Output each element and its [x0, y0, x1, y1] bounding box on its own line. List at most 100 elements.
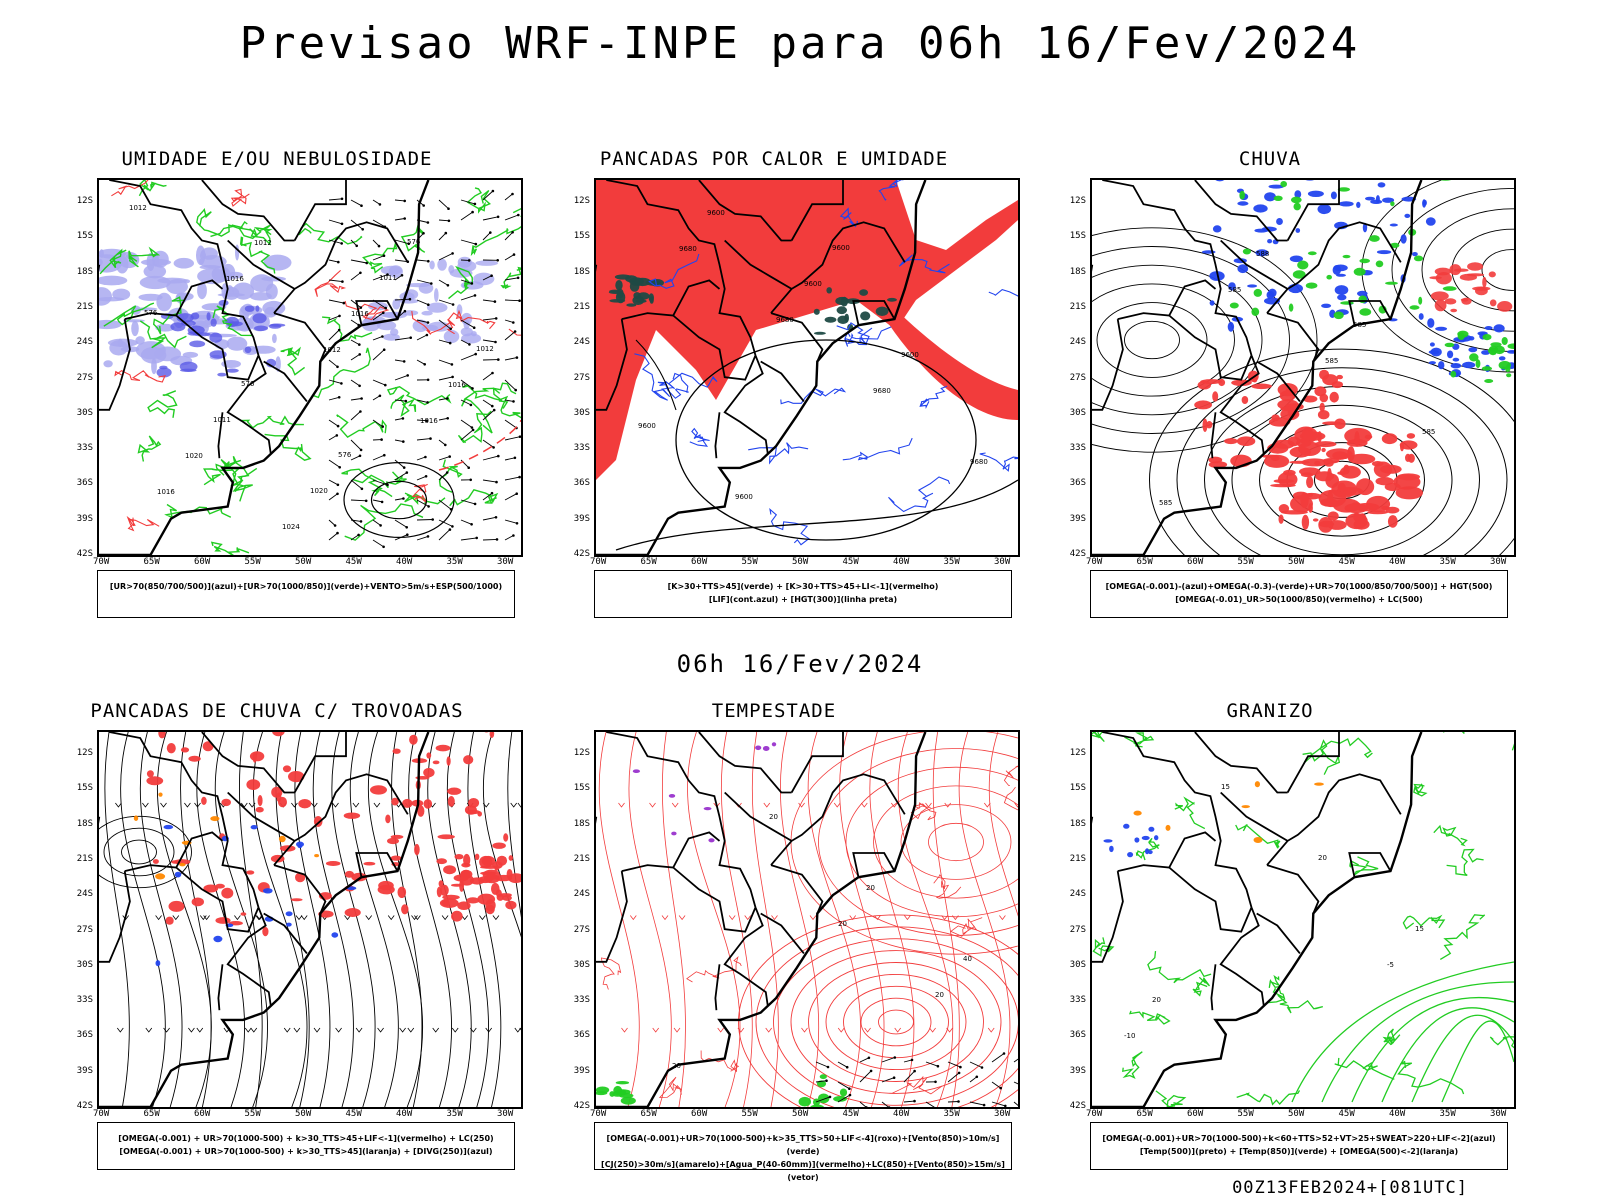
- contour-label: 9680: [679, 245, 697, 253]
- lon-tick-label: 30W: [497, 1109, 514, 1119]
- map-canvas-trovoadas: [99, 732, 521, 1107]
- legend-line: [UR>70(850/700/500)](azul)+[UR>70(1000/8…: [109, 582, 503, 591]
- lat-tick-label: 12S: [76, 748, 93, 758]
- lat-tick-label: 18S: [573, 818, 590, 829]
- geo-borders: [596, 180, 927, 555]
- contour-label: 20: [935, 991, 944, 999]
- map-panel-granizo: -5 -10 15 20 15 20: [1090, 730, 1516, 1109]
- contour-label: 20: [866, 884, 875, 892]
- contour-label: 585: [1159, 499, 1172, 507]
- lon-tick-label: 35W: [943, 557, 960, 567]
- lat-tick-label: 27S: [1069, 924, 1086, 935]
- lat-tick-label: 39S: [1069, 513, 1086, 524]
- lat-tick-label: 18S: [573, 266, 590, 277]
- map-panel-tempestade: 20 20 20 20 20 40: [594, 730, 1020, 1109]
- lon-tick-label: 35W: [1439, 1109, 1456, 1119]
- lat-tick-label: 21S: [1069, 301, 1086, 312]
- contour-label: 1016: [420, 417, 438, 425]
- legend-line: [OMEGA(-0.001)+UR>70(1000-500)+k>35_TTS>…: [606, 1134, 1000, 1156]
- lon-tick-label: 55W: [741, 557, 758, 567]
- lon-tick-label: 35W: [446, 557, 463, 567]
- contour-label: 20: [1318, 854, 1327, 862]
- lon-tick-label: 55W: [1237, 557, 1254, 567]
- lat-tick-label: 33S: [76, 995, 93, 1006]
- lon-tick-label: 45W: [345, 557, 362, 567]
- lon-tick-label: 40W: [1389, 557, 1406, 567]
- contour-label: 40: [963, 955, 972, 963]
- lon-tick-label: 35W: [943, 1109, 960, 1119]
- contour-label: 1011: [379, 274, 397, 282]
- lon-tick-label: 45W: [842, 557, 859, 567]
- legend-chuva: [OMEGA(-0.001)-(azul)+OMEGA(-0.3)-(verde…: [1090, 570, 1508, 618]
- lon-tick-label: 65W: [1136, 557, 1153, 567]
- lon-tick-label: 45W: [1338, 1109, 1355, 1119]
- lon-tick-label: 45W: [1338, 557, 1355, 567]
- lon-tick-label: 45W: [842, 1109, 859, 1119]
- legend-line: [OMEGA(-0.01)_UR>50(1000/850)(vermelho) …: [1175, 595, 1423, 604]
- lon-tick-label: 50W: [1288, 1109, 1305, 1119]
- contour-label: 1016: [351, 310, 369, 318]
- panel-title-trovoadas: PANCADAS DE CHUVA C/ TROVOADAS: [90, 700, 464, 722]
- lat-tick-label: 24S: [76, 337, 93, 348]
- contour-label: 1016: [226, 275, 244, 283]
- lat-tick-label: 33S: [1069, 443, 1086, 454]
- lat-tick-label: 42S: [76, 549, 93, 559]
- field-layer: [596, 732, 1018, 1107]
- contour-label: 9680: [776, 316, 794, 324]
- lat-tick-label: 21S: [573, 853, 590, 864]
- field-layer: [99, 180, 521, 555]
- lat-tick-label: 42S: [1069, 549, 1086, 559]
- field-layer: [1092, 732, 1514, 1107]
- lon-tick-label: 60W: [1187, 1109, 1204, 1119]
- geo-borders: [1092, 732, 1423, 1107]
- panel-title-umidade: UMIDADE E/OU NEBULOSIDADE: [121, 148, 433, 170]
- lat-tick-label: 12S: [1069, 748, 1086, 758]
- lon-tick-label: 40W: [396, 557, 413, 567]
- legend-trovoadas: [OMEGA(-0.001) + UR>70(1000-500) + k>30_…: [97, 1122, 515, 1170]
- lat-tick-label: 33S: [573, 443, 590, 454]
- lon-tick-label: 65W: [640, 557, 657, 567]
- lon-tick-label: 30W: [1490, 557, 1507, 567]
- forecast-date-label: 06h 16/Fev/2024: [676, 650, 924, 678]
- contour-label: 1020: [310, 487, 328, 495]
- lat-tick-label: 24S: [76, 889, 93, 900]
- field-layer: [99, 732, 521, 1107]
- lat-tick-label: 39S: [1069, 1065, 1086, 1076]
- lat-tick-label: 27S: [1069, 372, 1086, 383]
- contour-label: 9600: [735, 493, 753, 501]
- legend-line: [OMEGA(-0.001)-(azul)+OMEGA(-0.3)-(verde…: [1105, 582, 1493, 591]
- contour-label: 9600: [901, 351, 919, 359]
- legend-line: [Temp(500)](preto) + [Temp(850)](verde) …: [1139, 1147, 1459, 1156]
- legend-line: [OMEGA(-0.001) + UR>70(1000-500) + k>30_…: [119, 1147, 493, 1156]
- geo-borders: [99, 180, 430, 555]
- page-title: Previsao WRF-INPE para 06h 16/Fev/2024: [239, 18, 1361, 69]
- contour-label: 588: [1256, 250, 1269, 258]
- lat-tick-label: 12S: [573, 748, 590, 758]
- panel-title-chuva: CHUVA: [1238, 148, 1302, 170]
- lat-tick-label: 15S: [1069, 231, 1086, 242]
- panel-title-granizo: GRANIZO: [1226, 700, 1314, 722]
- contour-label: 15: [1415, 925, 1424, 933]
- contour-label: 9680: [970, 458, 988, 466]
- lon-tick-label: 70W: [93, 557, 110, 567]
- lat-tick-label: 24S: [1069, 889, 1086, 900]
- contour-label: 585: [1228, 286, 1241, 294]
- lat-tick-label: 33S: [573, 995, 590, 1006]
- lat-tick-label: 30S: [1069, 959, 1086, 970]
- lon-tick-label: 55W: [741, 1109, 758, 1119]
- lat-tick-label: 30S: [573, 407, 590, 418]
- lat-tick-label: 36S: [573, 1030, 590, 1041]
- lat-tick-label: 42S: [573, 1101, 590, 1111]
- lon-tick-label: 35W: [446, 1109, 463, 1119]
- lon-tick-label: 70W: [93, 1109, 110, 1119]
- lon-tick-label: 50W: [792, 1109, 809, 1119]
- lon-tick-label: 70W: [590, 557, 607, 567]
- lat-tick-label: 36S: [573, 478, 590, 489]
- lat-tick-label: 42S: [573, 549, 590, 559]
- map-canvas-tempestade: 20 20 20 20 20 40: [596, 732, 1018, 1107]
- contour-label: 1012: [129, 204, 147, 212]
- lat-tick-label: 30S: [76, 407, 93, 418]
- lat-tick-label: 27S: [573, 924, 590, 935]
- lat-tick-label: 15S: [573, 231, 590, 242]
- contour-label: 585: [1325, 357, 1338, 365]
